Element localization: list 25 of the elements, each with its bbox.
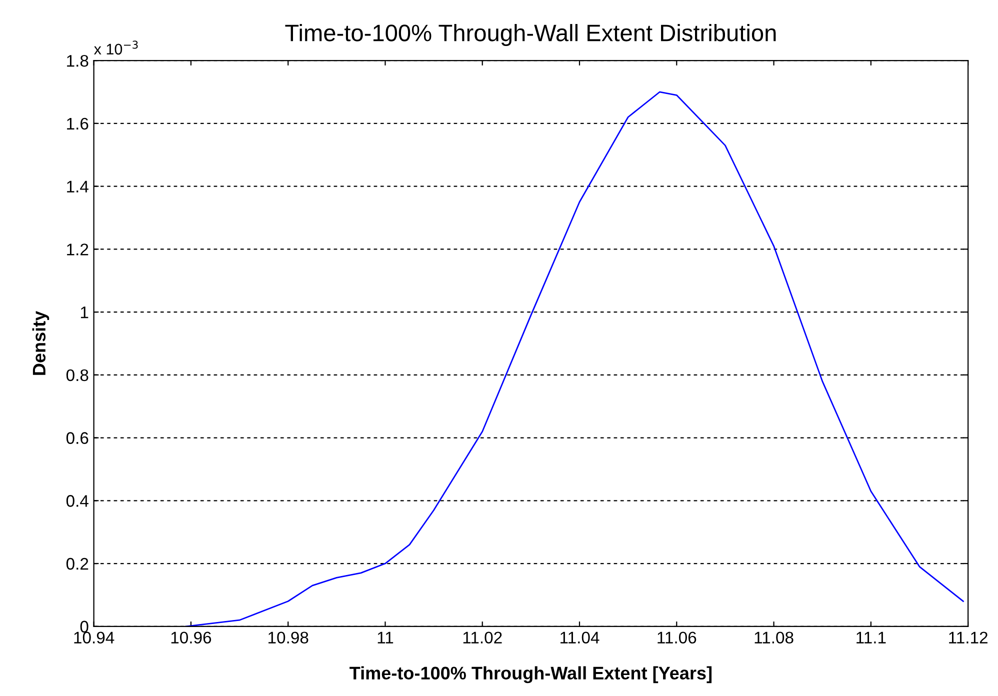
text: x 10$^{−3}$ <box>94 40 138 55</box>
y-tick-label: 1.8 <box>67 54 88 67</box>
y-tick-label: 1.2 <box>67 244 88 256</box>
y-axis-title: Density <box>32 310 50 375</box>
y-tick-label: 0 <box>80 620 88 633</box>
x-tick-label: 10.94 <box>74 632 114 644</box>
x-tick-label: 11.08 <box>754 632 794 644</box>
y-tick-label: 1.6 <box>67 118 88 130</box>
chart-title: Time-to-100% Through-Wall Extent Distribution <box>285 24 776 46</box>
y-tick-label: 0.2 <box>66 558 88 570</box>
y-tick-label: 1.4 <box>67 180 88 192</box>
y-tick-label: 0.6 <box>66 432 88 444</box>
x-tick-label: 11.06 <box>658 632 696 644</box>
y-tick-label: 0.8 <box>66 369 88 382</box>
x-tick-label: 11.04 <box>560 632 600 644</box>
x-tick-label: 11.12 <box>949 632 988 644</box>
x-tick-label: 10.96 <box>171 632 212 644</box>
line-series <box>185 91 964 626</box>
x-tick-label: 11.02 <box>463 632 502 644</box>
x-tick-label: 10.98 <box>268 632 308 644</box>
x-tick-label: 11.1 <box>856 632 886 644</box>
x-axis-title: Time-to-100% Through-Wall Extent [Years] <box>350 666 712 684</box>
x-tick-label: 11 <box>378 632 394 644</box>
y-tick-label: 1 <box>80 306 88 318</box>
y-tick-label: 0.4 <box>66 495 88 507</box>
